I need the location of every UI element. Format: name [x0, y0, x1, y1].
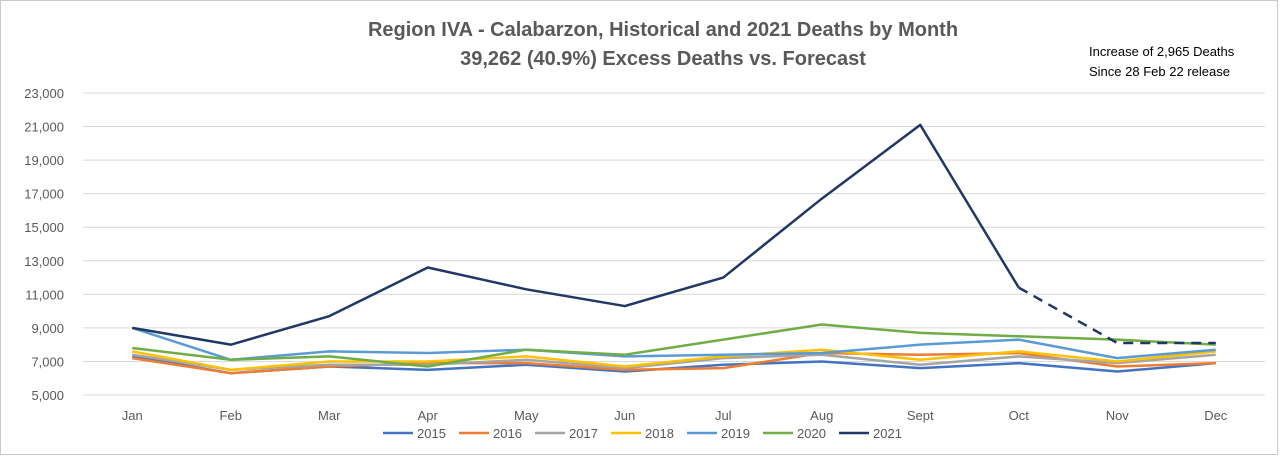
x-tick-label: Sept	[907, 408, 934, 423]
x-tick-label: Aug	[810, 408, 833, 423]
y-axis-ticks: 5,000 7,000 9,000 11,000 13,000 15,000 17,000 1…	[24, 86, 64, 403]
annotation-line-1: Increase of 2,965 Deaths	[1089, 44, 1235, 59]
legend-label-2021: 2021	[873, 426, 902, 441]
x-tick-label: Oct	[1009, 408, 1030, 423]
y-tick-label: 11,000	[25, 287, 64, 302]
x-tick-label: Apr	[418, 408, 439, 423]
y-tick-label: 5,000	[31, 388, 64, 403]
x-tick-label: Nov	[1106, 408, 1130, 423]
x-axis-ticks: Jan Feb Mar Apr May Jun Jul Aug Sept Oct Nov Dec	[122, 408, 1228, 423]
series-lines	[131, 123, 1216, 375]
legend-label-2019: 2019	[721, 426, 750, 441]
y-tick-label: 23,000	[24, 86, 64, 101]
series-line-2021-forecast	[1018, 286, 1216, 345]
x-tick-label: May	[514, 408, 539, 423]
x-tick-label: Jun	[614, 408, 635, 423]
chart-title: Region IVA - Calabarzon, Historical and …	[368, 19, 958, 41]
series-line-2020	[132, 323, 1216, 368]
chart-subtitle: 39,262 (40.9%) Excess Deaths vs. Forecas…	[460, 48, 866, 70]
series-line-2016	[132, 351, 1216, 375]
legend-label-2017: 2017	[569, 426, 598, 441]
gridlines	[83, 92, 1265, 396]
series-line-2019	[131, 326, 1216, 362]
y-tick-label: 17,000	[24, 187, 64, 202]
x-tick-label: Jul	[715, 408, 732, 423]
y-tick-label: 21,000	[24, 120, 64, 135]
y-tick-label: 15,000	[24, 220, 64, 235]
legend-label-2016: 2016	[493, 426, 522, 441]
legend-label-2015: 2015	[417, 426, 446, 441]
series-line-2017	[132, 353, 1216, 372]
y-tick-label: 7,000	[31, 354, 64, 369]
y-tick-label: 13,000	[24, 254, 64, 269]
x-tick-label: Jan	[122, 408, 143, 423]
y-tick-label: 9,000	[31, 321, 64, 336]
series-line-2021	[132, 123, 1020, 346]
annotation-line-2: Since 28 Feb 22 release	[1089, 64, 1230, 79]
legend-label-2018: 2018	[645, 426, 674, 441]
x-tick-label: Mar	[318, 408, 341, 423]
legend: 2015 2016 2017 2018 2019 2020 2021	[383, 426, 902, 441]
x-tick-label: Dec	[1204, 408, 1228, 423]
y-tick-label: 19,000	[24, 153, 64, 168]
legend-label-2020: 2020	[797, 426, 826, 441]
x-tick-label: Feb	[220, 408, 242, 423]
series-line-2018	[132, 348, 1216, 372]
